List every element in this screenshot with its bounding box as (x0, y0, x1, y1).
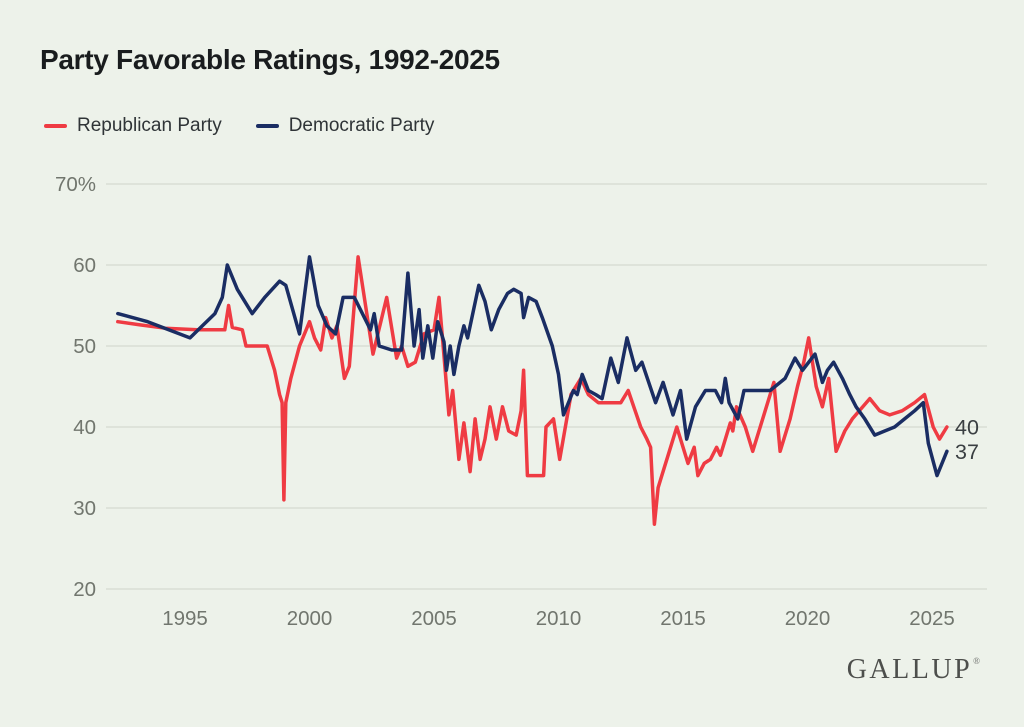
series-line-democratic-party (116, 255, 949, 478)
y-tick-label-60: 60 (73, 254, 96, 277)
gallup-wordmark: GALLUP (846, 654, 973, 685)
gallup-logo: GALLUP ® (847, 654, 980, 686)
y-tick-label-40: 40 (73, 416, 96, 439)
chart-title: Party Favorable Ratings, 1992-2025 (40, 44, 500, 75)
end-label-republican-party: 40 (955, 416, 979, 440)
legend-label-republican: Republican Party (77, 115, 222, 136)
y-tick-label-70: 70% (55, 173, 96, 196)
democratic-line-swatch-icon (255, 124, 279, 128)
x-tick-label-2000: 2000 (287, 607, 333, 630)
legend: Republican Party Democratic Party (44, 115, 434, 137)
registered-trademark-icon: ® (973, 656, 980, 666)
x-tick-label-2010: 2010 (536, 607, 582, 630)
y-tick-label-30: 30 (73, 497, 96, 520)
y-tick-label-20: 20 (73, 578, 96, 601)
x-tick-label-2020: 2020 (785, 607, 831, 630)
end-label-democratic-party: 37 (955, 440, 979, 464)
x-tick-label-2025: 2025 (909, 607, 955, 630)
x-tick-label-2015: 2015 (660, 607, 706, 630)
legend-label-democratic: Democratic Party (288, 115, 435, 136)
series-line-republican-party (116, 255, 949, 526)
y-tick-label-50: 50 (73, 335, 96, 358)
republican-line-swatch-icon (44, 124, 67, 128)
x-tick-label-1995: 1995 (162, 607, 208, 630)
legend-item-republican: Republican Party (44, 115, 222, 137)
legend-item-democratic: Democratic Party (255, 115, 435, 137)
x-tick-label-2005: 2005 (411, 607, 457, 630)
